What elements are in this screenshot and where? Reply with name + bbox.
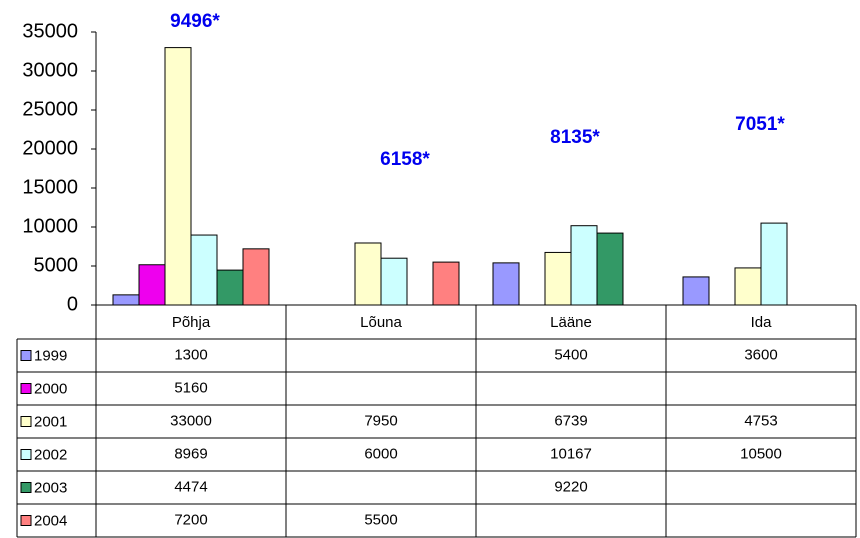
bar: [570, 225, 598, 306]
table-value: 7950: [364, 412, 397, 429]
bar: [734, 267, 762, 306]
bar: [380, 257, 408, 306]
bar: [354, 242, 382, 306]
y-tick-label: 10000: [22, 215, 78, 237]
bar: [242, 248, 270, 306]
y-tick-label: 5000: [34, 254, 79, 276]
annotation: 8135*: [550, 127, 600, 148]
table-value: 1300: [174, 346, 207, 363]
legend-label: 1999: [34, 347, 67, 364]
bar: [492, 262, 520, 306]
x-tick-label: Lõuna: [360, 314, 402, 331]
table-value: 10167: [550, 445, 592, 462]
y-tick-label: 25000: [22, 98, 78, 120]
table-value: 5160: [174, 379, 207, 396]
y-tick-label: 0: [67, 293, 78, 315]
bar: [544, 251, 572, 306]
table-value: 33000: [170, 412, 212, 429]
table-value: 4753: [744, 412, 777, 429]
legend-label: 2004: [34, 512, 67, 529]
legend-swatch: [20, 350, 32, 361]
annotation: 7051*: [735, 114, 785, 135]
legend-swatch: [20, 383, 32, 394]
x-tick-label: Lääne: [550, 314, 592, 331]
bar: [682, 276, 710, 306]
bar: [216, 269, 244, 306]
legend-swatch: [20, 515, 32, 526]
y-tick-label: 15000: [22, 176, 78, 198]
table-value: 5500: [364, 511, 397, 528]
bar: [432, 261, 460, 306]
table-value: 3600: [744, 346, 777, 363]
legend-label: 2003: [34, 479, 67, 496]
y-tick-label: 35000: [22, 20, 78, 42]
table-value: 6000: [364, 445, 397, 462]
table-value: 5400: [554, 346, 587, 363]
bar: [596, 232, 624, 306]
bar: [190, 234, 218, 306]
bar: [112, 294, 140, 306]
legend-label: 2002: [34, 446, 67, 463]
legend-swatch: [20, 416, 32, 427]
legend-swatch: [20, 482, 32, 493]
x-tick-label: Põhja: [172, 314, 211, 331]
bar: [164, 47, 192, 306]
y-tick-label: 30000: [22, 59, 78, 81]
x-tick-label: Ida: [751, 314, 773, 331]
bar: [760, 222, 788, 306]
bar: [138, 264, 166, 306]
table-value: 10500: [740, 445, 782, 462]
annotation: 6158*: [380, 149, 430, 170]
table-value: 4474: [174, 478, 207, 495]
legend-label: 2001: [34, 413, 67, 430]
legend-swatch: [20, 449, 32, 460]
y-tick-label: 20000: [22, 137, 78, 159]
legend-label: 2000: [34, 380, 67, 397]
table-value: 8969: [174, 445, 207, 462]
table-value: 9220: [554, 478, 587, 495]
annotation: 9496*: [170, 11, 220, 32]
table-value: 6739: [554, 412, 587, 429]
table-value: 7200: [174, 511, 207, 528]
